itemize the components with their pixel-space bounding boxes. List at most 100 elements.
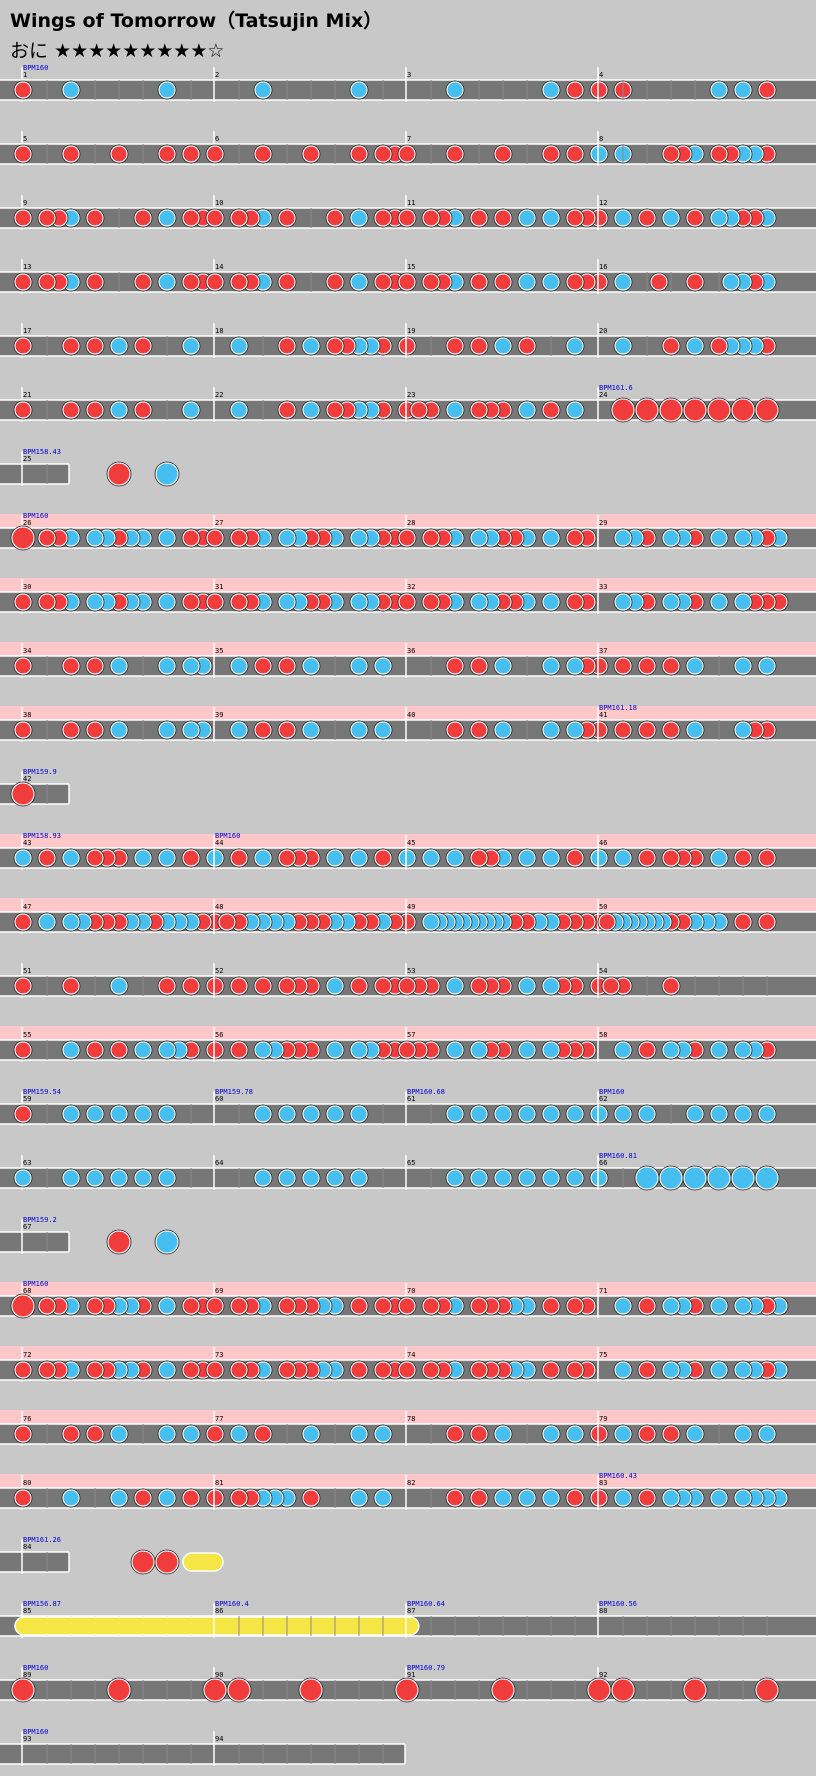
don-note [519, 338, 535, 354]
ka-note [135, 1170, 151, 1186]
ka-note [15, 850, 31, 866]
ka-note [567, 1426, 583, 1442]
don-note [279, 402, 295, 418]
ka-note [135, 1106, 151, 1122]
measure-number: 62 [599, 1095, 607, 1103]
don-note [639, 1426, 655, 1442]
ka-note [231, 338, 247, 354]
ka-note [111, 722, 127, 738]
bpm-label: BPM160.4 [215, 1600, 249, 1608]
don-note [471, 658, 487, 674]
ka-note [543, 82, 559, 98]
bpm-label: BPM160.64 [407, 1600, 445, 1608]
ka-note [447, 1170, 463, 1186]
ka-note [735, 1042, 751, 1058]
big-don-note [708, 399, 730, 421]
don-note [87, 1298, 103, 1314]
measure-number: 19 [407, 327, 415, 335]
measure-number: 47 [23, 903, 31, 911]
don-note [447, 338, 463, 354]
measure-number: 18 [215, 327, 223, 335]
bpm-label: BPM160.79 [407, 1664, 445, 1672]
measure-number: 85 [23, 1607, 31, 1615]
don-note [15, 1042, 31, 1058]
don-note [399, 146, 415, 162]
measure-number: 3 [407, 71, 411, 79]
don-note [207, 594, 223, 610]
don-note [615, 658, 631, 674]
ka-note [543, 722, 559, 738]
don-note [567, 1298, 583, 1314]
measure-number: 66 [599, 1159, 607, 1167]
ka-note [159, 1426, 175, 1442]
big-don-note [684, 399, 706, 421]
measure-number: 65 [407, 1159, 415, 1167]
ka-note [303, 722, 319, 738]
measure-number: 14 [215, 263, 223, 271]
ka-note [351, 1042, 367, 1058]
don-note [399, 1362, 415, 1378]
gogo-band [0, 1410, 816, 1424]
don-note [495, 146, 511, 162]
don-note [15, 1426, 31, 1442]
ka-note [111, 1106, 127, 1122]
don-note [327, 210, 343, 226]
ka-note [327, 1106, 343, 1122]
ka-note [591, 1170, 607, 1186]
don-note [567, 1362, 583, 1378]
don-note [255, 146, 271, 162]
ka-note [663, 1298, 679, 1314]
bpm-label: BPM160.43 [599, 1472, 637, 1480]
ka-note [279, 594, 295, 610]
ka-note [711, 210, 727, 226]
measure-number: 59 [23, 1095, 31, 1103]
bpm-label: BPM160 [23, 64, 48, 72]
gogo-band [0, 706, 816, 720]
ka-note [87, 594, 103, 610]
don-note [183, 850, 199, 866]
don-note [63, 402, 79, 418]
don-note [279, 1298, 295, 1314]
don-note [495, 274, 511, 290]
bpm-label: BPM159.78 [215, 1088, 253, 1096]
don-note [495, 210, 511, 226]
don-note [567, 210, 583, 226]
don-note [279, 274, 295, 290]
ka-note [543, 1106, 559, 1122]
ka-note [519, 274, 535, 290]
don-note [87, 210, 103, 226]
ka-note [255, 850, 271, 866]
don-note [759, 914, 775, 930]
ka-note [351, 1106, 367, 1122]
ka-note [231, 658, 247, 674]
don-note [183, 1362, 199, 1378]
ka-note [471, 1106, 487, 1122]
ka-note [711, 82, 727, 98]
measure-number: 81 [215, 1479, 223, 1487]
don-note [471, 1362, 487, 1378]
ka-note [567, 658, 583, 674]
ka-note [567, 722, 583, 738]
ka-note [423, 914, 439, 930]
don-note [15, 1490, 31, 1506]
big-don-note [396, 1679, 418, 1701]
ka-note [759, 658, 775, 674]
ka-note [159, 530, 175, 546]
don-note [471, 402, 487, 418]
measure-number: 82 [407, 1479, 415, 1487]
measure-number: 73 [215, 1351, 223, 1359]
bpm-label: BPM160 [23, 512, 48, 520]
ka-note [759, 1106, 775, 1122]
ka-note [519, 402, 535, 418]
ka-note [519, 850, 535, 866]
ka-note [87, 1106, 103, 1122]
ka-note [495, 722, 511, 738]
don-note [471, 1490, 487, 1506]
don-note [183, 210, 199, 226]
ka-note [663, 594, 679, 610]
big-don-note [12, 527, 34, 549]
ka-note [495, 338, 511, 354]
don-note [183, 146, 199, 162]
ka-note [207, 850, 223, 866]
big-don-note [756, 399, 778, 421]
